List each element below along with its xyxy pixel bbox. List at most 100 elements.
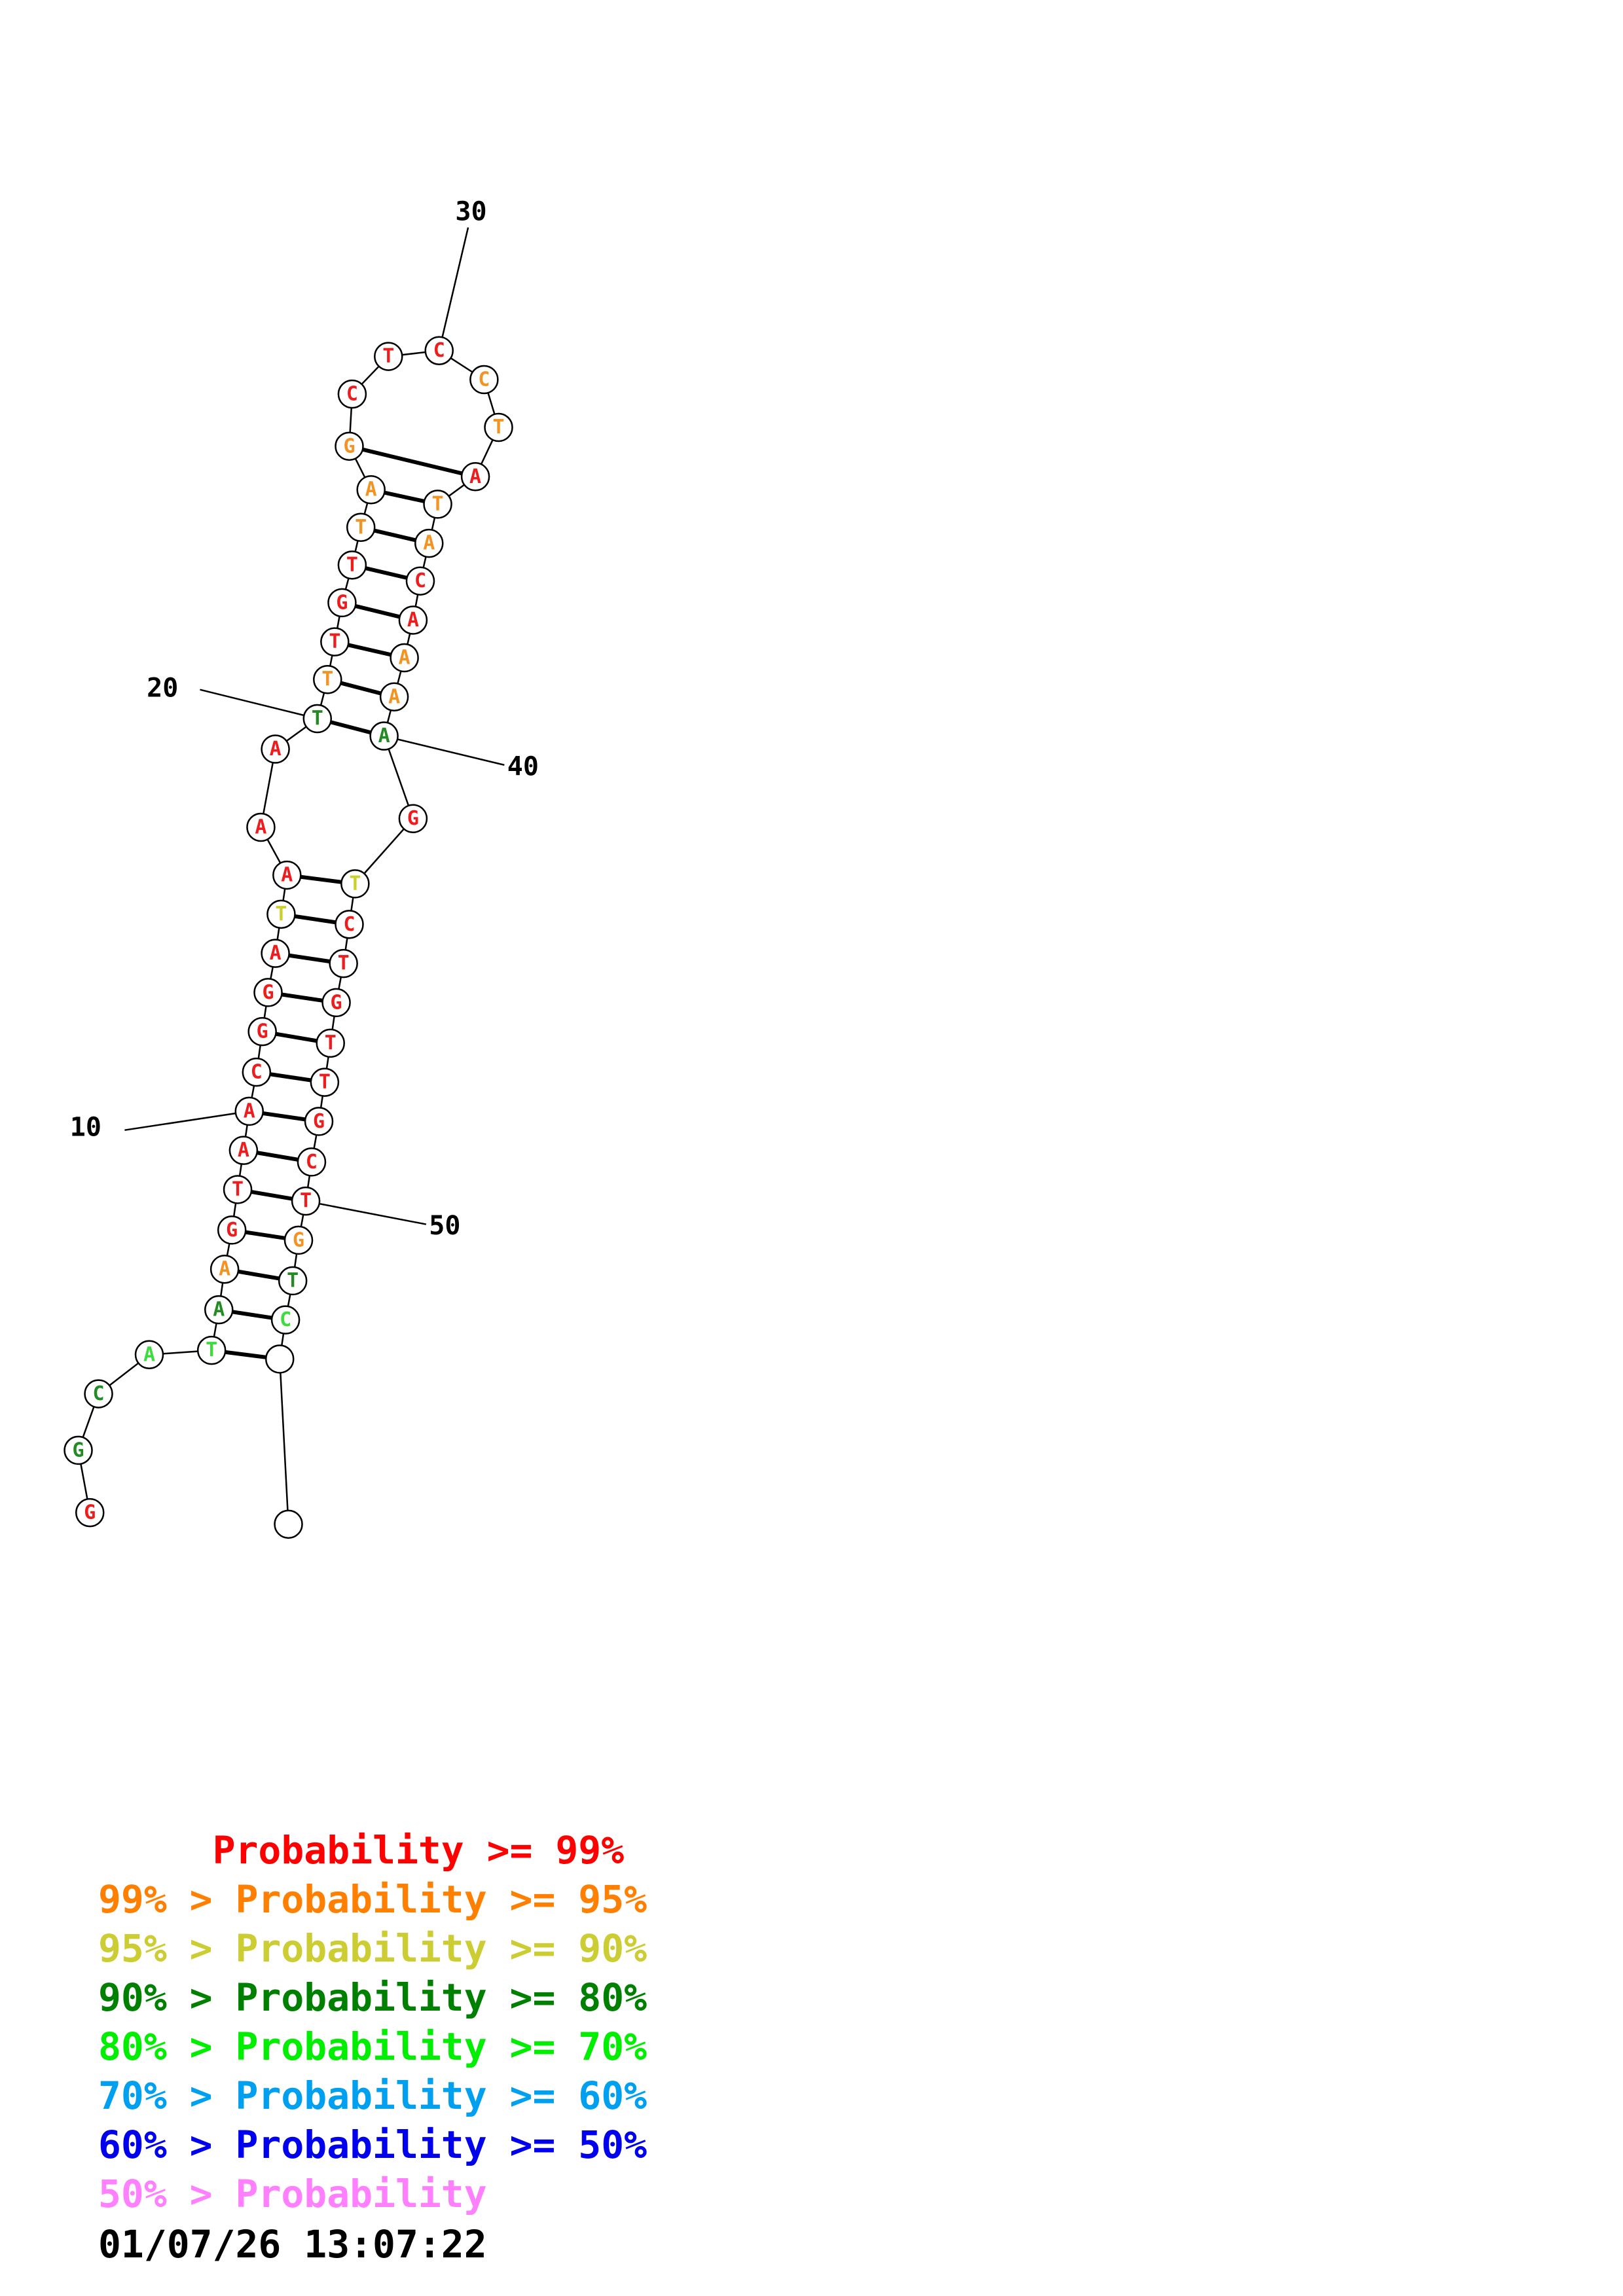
nucleotide-44: T xyxy=(329,948,358,978)
nucleotide-circle xyxy=(246,812,276,842)
nucleotide-circle xyxy=(329,948,358,978)
position-tick-line xyxy=(305,1200,427,1225)
nucleotide-circle xyxy=(327,588,357,618)
nucleotide-letter: G xyxy=(313,1110,325,1133)
nucleotide-circle xyxy=(337,550,367,580)
nucleotide-circle xyxy=(134,1340,164,1370)
nucleotide-circle xyxy=(266,899,296,929)
nucleotide-42: T xyxy=(340,869,370,899)
nucleotide-letter: T xyxy=(232,1178,244,1201)
nucleotide-21: T xyxy=(313,664,342,694)
nucleotide-26: A xyxy=(356,475,386,505)
nucleotide-8: G xyxy=(217,1215,247,1245)
nucleotide-49: C xyxy=(297,1147,327,1177)
nucleotide-circle xyxy=(390,643,419,673)
nucleotide-letter: G xyxy=(73,1439,84,1462)
nucleotide-circle xyxy=(234,1096,264,1126)
nucleotide-letter: A xyxy=(423,532,435,555)
nucleotide-letter: T xyxy=(382,345,394,368)
nucleotide-letter: G xyxy=(263,981,274,1004)
nucleotide-circle xyxy=(414,528,444,558)
nucleotide-circle xyxy=(64,1435,93,1465)
position-label: 50 xyxy=(429,1211,460,1241)
nucleotide-circle xyxy=(204,1295,234,1325)
position-tick-line xyxy=(384,735,505,766)
legend-row: 70% > Probability >= 60% xyxy=(98,2073,647,2118)
nucleotide-circle xyxy=(217,1215,247,1245)
nucleotide-circle xyxy=(223,1175,253,1204)
nucleotide-16: T xyxy=(266,899,296,929)
nucleotide-letter: G xyxy=(407,807,419,830)
nucleotide-29: T xyxy=(374,342,403,371)
nucleotide-letter: T xyxy=(319,1071,331,1094)
nucleotide-letter: G xyxy=(343,435,355,457)
nucleotide-letter: C xyxy=(280,1308,291,1331)
nucleotide-13: G xyxy=(247,1016,277,1047)
nucleotide-circle xyxy=(356,475,386,505)
nucleotide-9: T xyxy=(223,1175,253,1204)
nucleotide-circle xyxy=(274,1509,303,1539)
nucleotide-17: A xyxy=(272,860,302,890)
nucleotide-letter: T xyxy=(325,1031,337,1054)
position-tick-line xyxy=(438,227,469,351)
nucleotide-circle xyxy=(75,1498,105,1528)
nucleotide-30: C xyxy=(424,336,454,365)
nucleotide-letter: A xyxy=(407,609,419,632)
nucleotide-50: T xyxy=(291,1186,321,1216)
nucleotide-letter: A xyxy=(244,1100,255,1122)
nucleotide-4: A xyxy=(134,1340,164,1370)
nucleotide-circle xyxy=(253,978,283,1007)
nucleotide-45: G xyxy=(321,988,351,1018)
nucleotide-letter: G xyxy=(257,1020,268,1043)
nucleotide-circle xyxy=(297,1147,327,1177)
nucleotide-circle xyxy=(84,1379,113,1408)
nucleotide-letter: C xyxy=(306,1151,318,1174)
nucleotide-32: T xyxy=(484,412,513,442)
probability-legend: Probability >= 99% 99% > Probability >= 9… xyxy=(98,1826,647,2219)
nucleotide-circle xyxy=(196,1335,227,1365)
nucleotide-letter: A xyxy=(365,478,377,501)
nucleotide-circle xyxy=(398,804,428,833)
nucleotide-circle xyxy=(374,342,403,371)
nucleotide-letter: A xyxy=(213,1299,225,1321)
nucleotide-12: C xyxy=(242,1057,272,1087)
nucleotide-54 xyxy=(264,1344,295,1374)
nucleotide-letter: C xyxy=(93,1382,105,1405)
nucleotide-23: G xyxy=(327,588,357,618)
nucleotide-circle xyxy=(469,365,499,395)
nucleotide-47: T xyxy=(310,1067,340,1097)
legend-row: 99% > Probability >= 95% xyxy=(98,1877,647,1922)
nucleotide-43: C xyxy=(335,910,364,939)
nucleotide-28: C xyxy=(337,379,367,409)
nucleotide-circle xyxy=(283,1225,314,1255)
nucleotide-41: G xyxy=(398,804,428,833)
legend-row: Probability >= 99% xyxy=(98,1828,625,1873)
nucleotide-letter: G xyxy=(226,1219,238,1242)
nucleotide-55 xyxy=(274,1509,303,1539)
nucleotide-24: T xyxy=(337,550,367,580)
nucleotide-circle xyxy=(460,462,490,492)
nucleotide-3: C xyxy=(84,1379,113,1408)
nucleotide-letter: C xyxy=(343,913,355,936)
nucleotide-letter: C xyxy=(346,383,358,406)
nucleotide-37: A xyxy=(398,605,428,635)
nucleotide-circle xyxy=(335,910,364,939)
nucleotide-circle xyxy=(424,336,454,365)
nucleotide-letter: T xyxy=(312,707,323,730)
nucleotide-letter: T xyxy=(287,1269,299,1292)
nucleotide-19: A xyxy=(261,734,290,764)
position-label: 10 xyxy=(70,1112,101,1142)
nucleotide-36: C xyxy=(405,566,435,596)
nucleotide-circle xyxy=(379,682,409,712)
nucleotide-letter: T xyxy=(346,554,358,577)
nucleotide-circle xyxy=(242,1057,272,1087)
nucleotide-15: A xyxy=(261,939,290,968)
nucleotide-circle xyxy=(316,1028,345,1058)
nucleotide-circle xyxy=(261,734,290,764)
nucleotide-circle xyxy=(321,988,351,1018)
nucleotide-circle xyxy=(310,1067,340,1097)
nucleotide-46: T xyxy=(316,1028,345,1058)
nucleotide-letter: T xyxy=(349,872,361,895)
position-tick-line xyxy=(200,689,318,720)
